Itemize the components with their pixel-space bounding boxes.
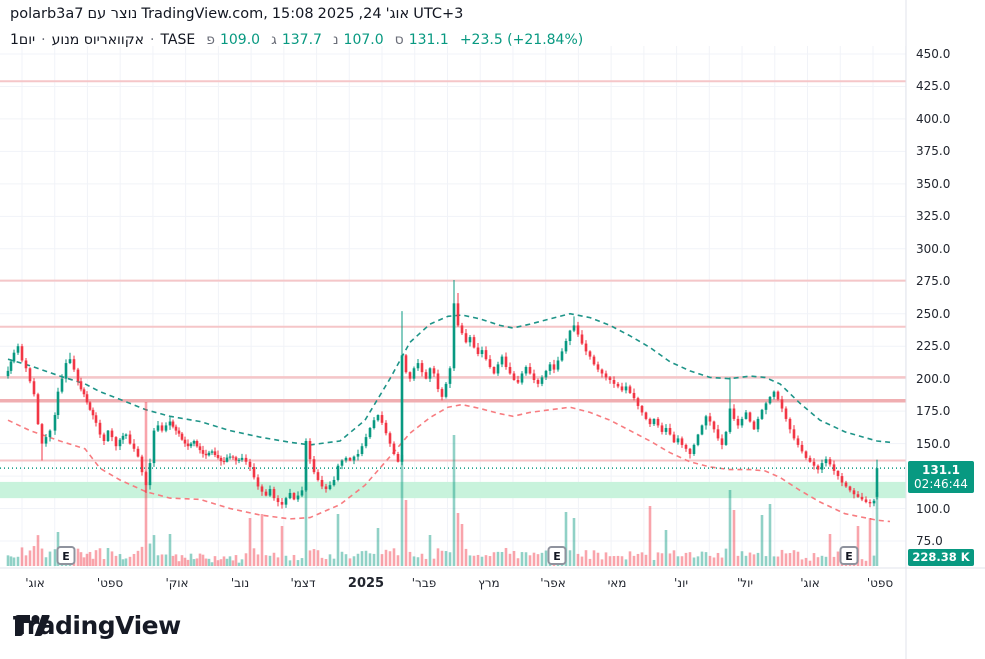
- price-axis-label[interactable]: 325.0: [916, 209, 951, 224]
- tradingview-logo[interactable]: TradingView: [13, 611, 181, 640]
- legend-separator: ·: [149, 32, 155, 48]
- watermark-token: ,24: [358, 6, 382, 22]
- watermark: polarb3a7 נוצר עם TradingView.com, 15:08 202…: [10, 6, 463, 22]
- time-axis-label[interactable]: מאי: [607, 576, 627, 590]
- price-axis-label[interactable]: 400.0: [916, 111, 951, 126]
- earnings-marker[interactable]: E: [547, 546, 567, 565]
- time-axis-label[interactable]: אוק': [165, 576, 189, 590]
- time-axis-label[interactable]: דצמ': [290, 576, 316, 590]
- price-axis-label[interactable]: 150.0: [916, 436, 951, 451]
- ohlc-letter: ג: [271, 32, 277, 48]
- exchange-name: TASE: [160, 32, 196, 48]
- watermark-token: 15:08: [271, 6, 314, 22]
- time-axis-label[interactable]: פבר': [411, 576, 437, 590]
- watermark-token: אוג': [385, 6, 410, 22]
- legend-separator: ·: [41, 32, 46, 48]
- time-axis-label[interactable]: אוג': [25, 576, 45, 590]
- price-axis-label[interactable]: 300.0: [916, 241, 951, 256]
- earnings-marker[interactable]: E: [56, 546, 76, 565]
- earnings-marker[interactable]: E: [839, 546, 859, 565]
- time-axis-label[interactable]: נוב': [230, 576, 250, 590]
- price-axis-label[interactable]: 450.0: [916, 47, 951, 61]
- tradingview-logo-icon: [15, 615, 50, 636]
- price-change: +23.5 (+21.84%): [459, 32, 584, 48]
- ohlc-letter: נ: [332, 32, 339, 48]
- symbol-legend[interactable]: 1יום · אקוואריוס מנוע · TASE פ 109.0 ג 137.7 נ 107…: [10, 32, 583, 48]
- support-zone[interactable]: [0, 481, 906, 499]
- price-axis-label[interactable]: 375.0: [916, 144, 951, 159]
- interval-label: 1יום: [10, 32, 36, 48]
- ohlc-value: 109.0: [219, 32, 261, 48]
- watermark-token: 2025: [317, 6, 355, 22]
- bar-countdown: 02:46:44: [914, 477, 968, 491]
- time-axis-label[interactable]: 2025: [347, 576, 385, 591]
- ohlc-value: 107.0: [343, 32, 384, 48]
- ohlc-value: 131.1: [408, 32, 449, 48]
- price-axis-label[interactable]: 100.0: [916, 501, 951, 516]
- price-axis-label[interactable]: 275.0: [916, 274, 951, 289]
- price-axis-label[interactable]: 250.0: [916, 306, 951, 321]
- time-axis-label[interactable]: ספט': [866, 576, 894, 590]
- watermark-token: UTC+3: [413, 6, 464, 22]
- time-axis-label[interactable]: אוג': [800, 576, 820, 590]
- price-axis-label[interactable]: 175.0: [916, 404, 951, 419]
- time-axis-label[interactable]: יונ': [673, 576, 689, 590]
- upper-band-line[interactable]: [7, 312, 891, 446]
- volume-badge: 228.38 K: [908, 549, 974, 566]
- ohlc-value: 137.7: [281, 32, 322, 48]
- time-axis-label[interactable]: אפר': [540, 576, 566, 590]
- ohlc-letter: פ: [206, 32, 215, 48]
- ohlc-letter: ס: [394, 32, 404, 48]
- current-price-value: 131.1: [922, 463, 960, 477]
- price-axis-label[interactable]: 200.0: [916, 371, 951, 386]
- time-axis-label[interactable]: יול': [736, 576, 754, 590]
- watermark-token: נוצר עם: [87, 6, 138, 22]
- price-axis-label[interactable]: 350.0: [916, 176, 951, 191]
- time-axis-label[interactable]: ספט': [96, 576, 124, 590]
- price-axis-label[interactable]: 425.0: [916, 79, 951, 94]
- symbol-name: אקוואריוס מנוע: [51, 32, 144, 48]
- price-axis-label[interactable]: 75.0: [916, 534, 943, 548]
- current-price-badge: 131.1 02:46:44: [908, 461, 974, 493]
- watermark-token: TradingView.com,: [141, 6, 268, 22]
- price-axis-label[interactable]: 225.0: [916, 339, 951, 354]
- watermark-token: polarb3a7: [10, 6, 84, 22]
- time-axis-label[interactable]: מרץ: [478, 576, 500, 590]
